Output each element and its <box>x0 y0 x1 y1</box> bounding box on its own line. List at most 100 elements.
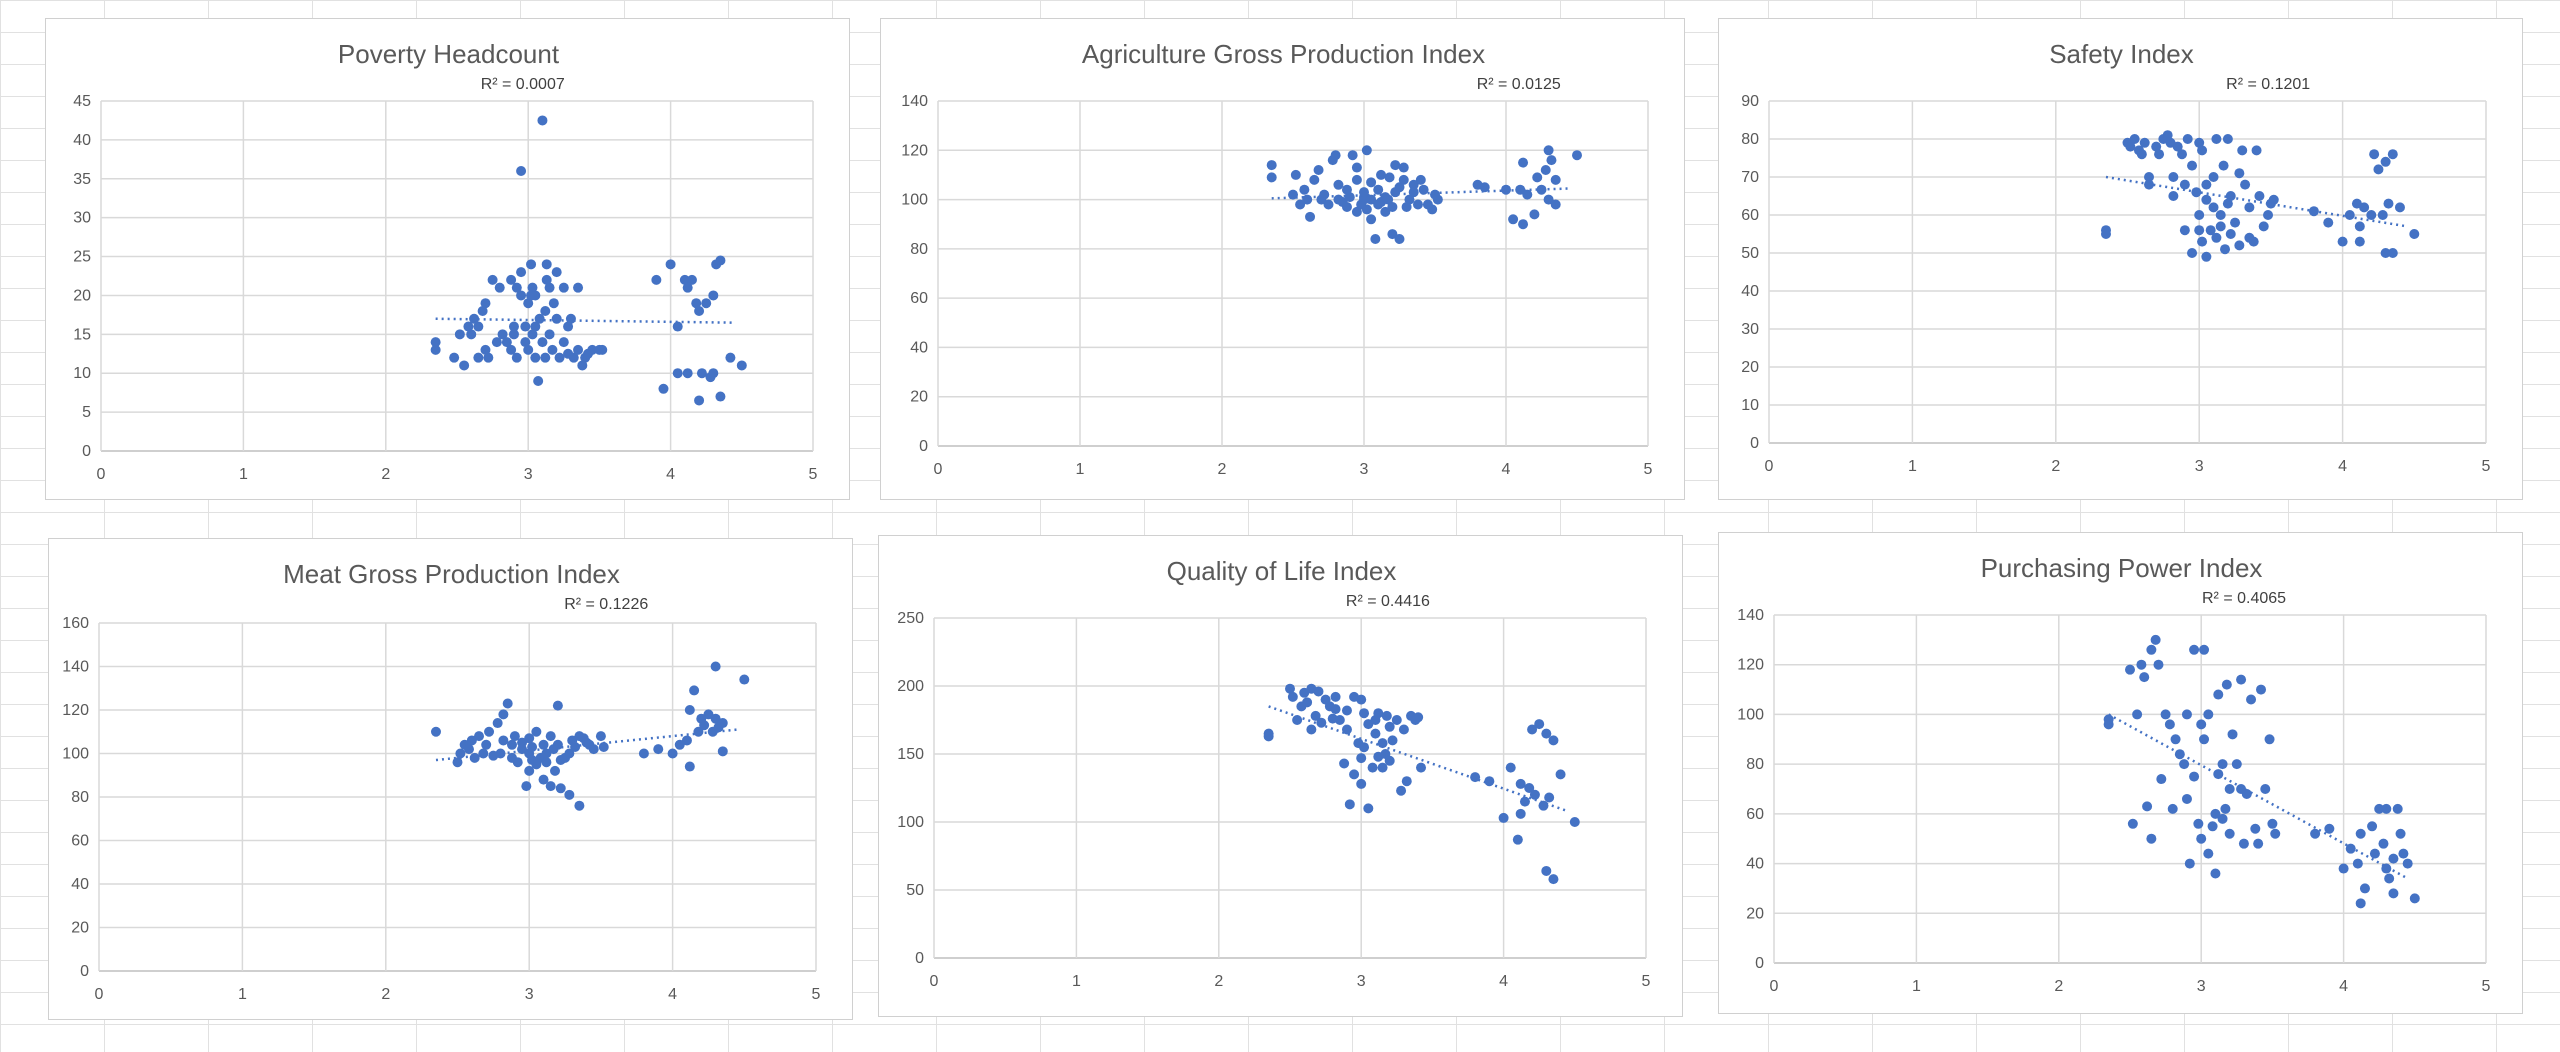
data-point <box>545 731 556 742</box>
data-point <box>1341 724 1352 735</box>
data-point <box>2154 149 2165 160</box>
data-point <box>2217 813 2228 824</box>
data-point <box>598 741 609 752</box>
data-point <box>2354 236 2365 247</box>
data-point <box>1305 211 1316 222</box>
trendline <box>435 728 738 762</box>
data-point <box>2388 853 2399 864</box>
data-point <box>1330 691 1341 702</box>
y-tick-label: 20 <box>910 389 928 406</box>
data-point <box>1515 778 1526 789</box>
data-point <box>530 290 541 301</box>
data-point <box>1341 705 1352 716</box>
y-tick-label: 20 <box>71 920 89 937</box>
y-tick-label: 80 <box>1741 131 1759 148</box>
data-point <box>527 741 538 752</box>
data-point <box>466 735 477 746</box>
data-point <box>2172 141 2183 152</box>
data-point <box>2213 769 2224 780</box>
x-tick-label: 2 <box>2051 458 2060 475</box>
x-tick-label: 4 <box>668 986 677 1003</box>
data-point <box>483 352 494 363</box>
data-point <box>1484 776 1495 787</box>
data-point <box>520 321 531 332</box>
data-point <box>2129 134 2140 144</box>
r-squared-label: R² = 0.0007 <box>481 76 565 93</box>
data-point <box>540 306 551 316</box>
data-point <box>679 274 690 285</box>
data-point <box>2256 684 2267 695</box>
data-point <box>691 298 702 309</box>
data-point <box>512 757 523 768</box>
data-point <box>2203 848 2214 859</box>
data-point <box>2338 863 2349 874</box>
data-point <box>2100 229 2111 239</box>
data-point <box>1367 762 1378 773</box>
y-tick-label: 70 <box>1741 169 1759 186</box>
x-tick-label: 5 <box>809 466 818 483</box>
data-point <box>1292 715 1303 725</box>
data-point <box>1550 199 1561 210</box>
data-point <box>1302 194 1313 205</box>
data-point <box>2210 868 2221 879</box>
data-point <box>686 274 697 285</box>
data-point <box>527 329 538 340</box>
data-point <box>541 274 552 285</box>
data-point <box>573 344 584 355</box>
data-point <box>2220 803 2231 814</box>
data-point <box>2103 714 2114 725</box>
y-tick-label: 20 <box>1741 359 1759 376</box>
x-tick-label: 4 <box>666 466 675 483</box>
data-point <box>1538 800 1549 811</box>
data-point <box>1418 184 1429 195</box>
data-point <box>2323 217 2334 228</box>
data-point <box>1432 194 1443 205</box>
data-point <box>2208 202 2219 213</box>
data-point <box>684 705 695 715</box>
data-point <box>1413 712 1424 723</box>
data-point <box>497 329 508 340</box>
data-point <box>574 800 585 811</box>
data-point <box>459 360 470 371</box>
data-point <box>2168 191 2179 201</box>
data-point <box>552 739 563 750</box>
data-point <box>502 698 513 709</box>
r-squared-label: R² = 0.4416 <box>1346 593 1430 610</box>
data-point <box>516 290 527 301</box>
data-point <box>2151 141 2162 152</box>
data-point <box>2167 803 2178 814</box>
data-point <box>1394 234 1405 244</box>
data-point <box>1532 172 1543 183</box>
data-point <box>1316 717 1327 728</box>
data-point <box>1380 206 1391 217</box>
data-point <box>1356 778 1367 789</box>
y-tick-label: 90 <box>1741 93 1759 110</box>
data-point <box>588 744 599 755</box>
x-tick-label: 0 <box>934 461 943 478</box>
r-squared-label: R² = 0.0125 <box>1477 76 1561 93</box>
data-point <box>708 290 719 301</box>
data-point <box>2184 858 2195 869</box>
data-point <box>1529 209 1540 220</box>
data-point <box>2236 674 2247 685</box>
chart-title: Safety Index <box>2049 39 2194 69</box>
x-tick-label: 2 <box>381 466 390 483</box>
data-point <box>1366 177 1377 188</box>
data-point <box>1541 728 1552 739</box>
data-point <box>2387 149 2398 160</box>
data-point <box>2132 709 2143 720</box>
data-point <box>739 674 750 685</box>
data-point <box>2344 210 2355 220</box>
data-point <box>717 718 728 729</box>
data-point <box>2176 149 2187 160</box>
data-point <box>2387 248 2398 258</box>
y-tick-label: 100 <box>1737 706 1764 723</box>
y-tick-label: 100 <box>901 192 928 209</box>
data-point <box>551 267 562 278</box>
data-point <box>2179 759 2190 770</box>
data-point <box>2196 719 2207 730</box>
data-point <box>527 282 538 293</box>
data-point <box>689 685 700 696</box>
data-point <box>1515 808 1526 819</box>
data-point <box>2270 828 2281 839</box>
